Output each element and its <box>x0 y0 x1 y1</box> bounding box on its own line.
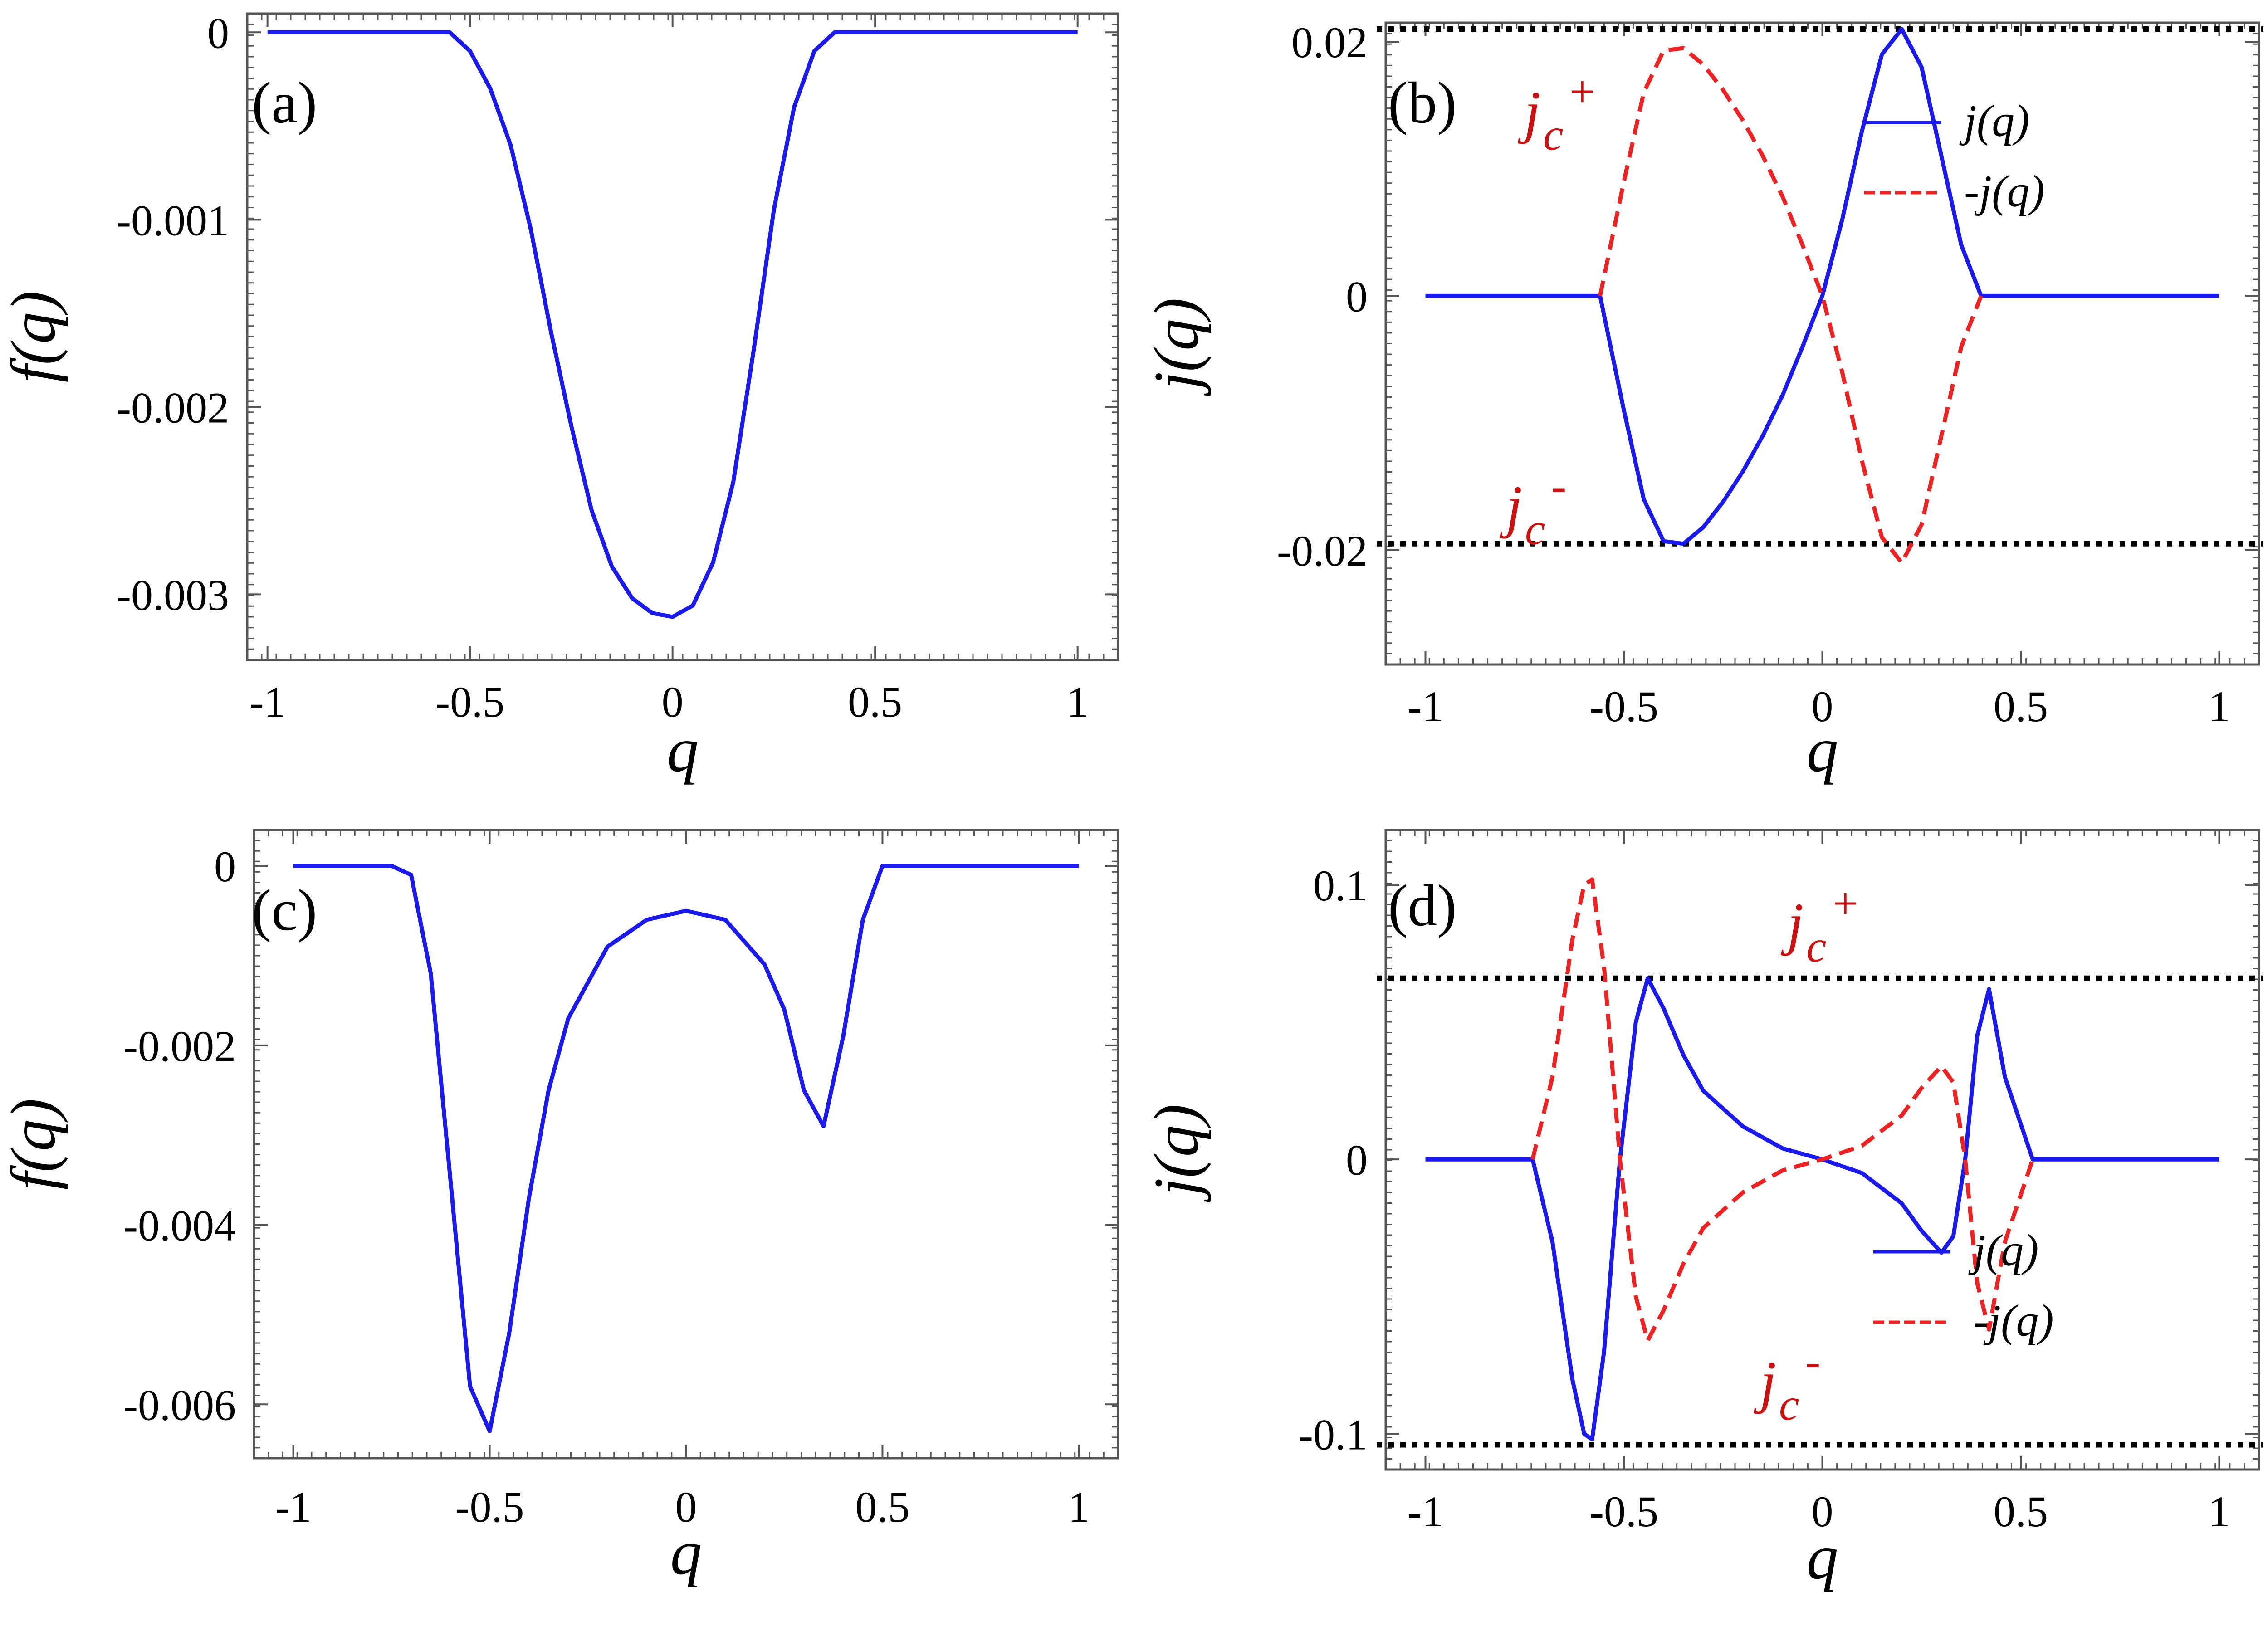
y-tick-label: -0.1 <box>1299 1410 1368 1459</box>
series-f-line <box>267 30 1078 619</box>
x-tick-label: -0.5 <box>1589 682 1658 731</box>
legend-label: -j(q) <box>1964 166 2045 216</box>
y-tick-label: -0.002 <box>123 1022 236 1070</box>
x-tick-label: 1 <box>2209 682 2230 731</box>
legend-label: -j(q) <box>1973 1295 2054 1346</box>
y-tick-label: 0.02 <box>1291 18 1368 67</box>
x-axis-label: q <box>1807 715 1838 785</box>
series-minus-j-line <box>1598 46 1983 565</box>
x-tick-label: -1 <box>275 1483 312 1531</box>
jc-minus-subscript: c <box>1779 1379 1799 1430</box>
panel-label: (a) <box>252 70 317 136</box>
jc-plus-subscript: c <box>1543 109 1563 160</box>
x-tick-label: 1 <box>1068 1483 1090 1531</box>
y-tick-label: -0.004 <box>123 1201 236 1250</box>
jc-minus-annotation: j c- <box>1500 461 1566 554</box>
x-tick-label: -1 <box>1408 1487 1444 1536</box>
chart-panel-2: -1 -0.5 0 0.5 1 0 -0.002 -0.004 -0.006 q f(q) (c) <box>0 829 1119 1588</box>
x-tick-label: 0 <box>662 678 684 726</box>
jc-minus-label: j <box>1500 474 1522 539</box>
jc-plus-superscript: + <box>1569 66 1595 117</box>
jc-plus-annotation: j c+ <box>1781 878 1858 972</box>
legend-label: j(q) <box>1959 96 2029 146</box>
x-tick-label: -0.5 <box>435 678 504 726</box>
jc-minus-label: j <box>1754 1349 1776 1415</box>
legend-label: j(q) <box>1968 1225 2038 1275</box>
series-minus-j-line <box>1530 877 2035 1343</box>
x-axis-label: q <box>670 1518 702 1588</box>
plot-frame <box>246 12 1119 661</box>
y-tick-label: -0.001 <box>117 196 229 244</box>
y-axis-label: f(q) <box>0 1098 68 1190</box>
y-axis-label: f(q) <box>0 291 68 382</box>
jc-minus-annotation: j c- <box>1754 1336 1820 1430</box>
y-tick-label: -0.002 <box>117 383 229 432</box>
y-tick-label: -0.006 <box>123 1381 236 1429</box>
x-tick-label: -1 <box>1408 682 1444 731</box>
x-axis-label: q <box>1807 1522 1838 1592</box>
x-tick-label: 0.5 <box>848 678 902 726</box>
panel-label: (d) <box>1388 873 1457 938</box>
chart-panel-3: -1 -0.5 0 0.5 1 0.1 0 -0.1 q j(q) (d) j(q) -j(q) <box>1141 829 2263 1592</box>
x-tick-label: -0.5 <box>455 1483 524 1531</box>
x-tick-label: 1 <box>2209 1487 2230 1536</box>
y-tick-label: 0 <box>214 842 236 891</box>
x-axis-label: q <box>667 715 699 785</box>
x-tick-label: 0 <box>1812 1487 1833 1536</box>
jc-minus-subscript: c <box>1525 504 1545 554</box>
y-tick-label: 0 <box>1346 1136 1368 1184</box>
jc-minus-superscript: - <box>1805 1336 1820 1387</box>
x-tick-label: 0 <box>1812 682 1833 731</box>
y-tick-label: 0.1 <box>1313 861 1368 910</box>
jc-plus-label: j <box>1781 891 1804 957</box>
plot-frame <box>1384 21 2260 666</box>
chart-panel-1: -1 -0.5 0 0.5 1 0.02 0 -0.02 q j(q) (b) j(q) -j(q) <box>1141 18 2263 785</box>
x-tick-label: 0.5 <box>1994 682 2048 731</box>
series-j-line <box>1425 976 2219 1441</box>
x-tick-label: 1 <box>1067 678 1089 726</box>
panel-label: (c) <box>252 878 317 943</box>
jc-plus-label: j <box>1518 79 1540 145</box>
y-axis-label: j(q) <box>1141 298 1212 396</box>
jc-plus-superscript: + <box>1833 878 1858 928</box>
jc-minus-superscript: - <box>1551 461 1566 511</box>
plot-frame <box>253 829 1119 1460</box>
y-tick-label: -0.003 <box>117 571 229 619</box>
y-tick-label: 0 <box>207 9 229 57</box>
y-tick-label: 0 <box>1346 272 1368 321</box>
series-j-line <box>1425 27 2219 546</box>
chart-panel-0: -1 -0.5 0 0.5 1 0 -0.001 -0.002 -0.003 q f(q) (a) <box>0 9 1119 785</box>
x-tick-label: -0.5 <box>1589 1487 1658 1536</box>
panel-label: (b) <box>1388 70 1457 136</box>
jc-plus-subscript: c <box>1806 921 1826 972</box>
x-tick-label: 0 <box>675 1483 697 1531</box>
x-tick-label: -1 <box>249 678 286 726</box>
jc-plus-annotation: j c+ <box>1518 66 1595 160</box>
y-tick-label: -0.02 <box>1277 527 1368 575</box>
y-axis-label: j(q) <box>1141 1104 1212 1202</box>
series-f-line <box>293 864 1079 1434</box>
x-tick-label: 0.5 <box>1994 1487 2048 1536</box>
x-tick-label: 0.5 <box>855 1483 909 1531</box>
